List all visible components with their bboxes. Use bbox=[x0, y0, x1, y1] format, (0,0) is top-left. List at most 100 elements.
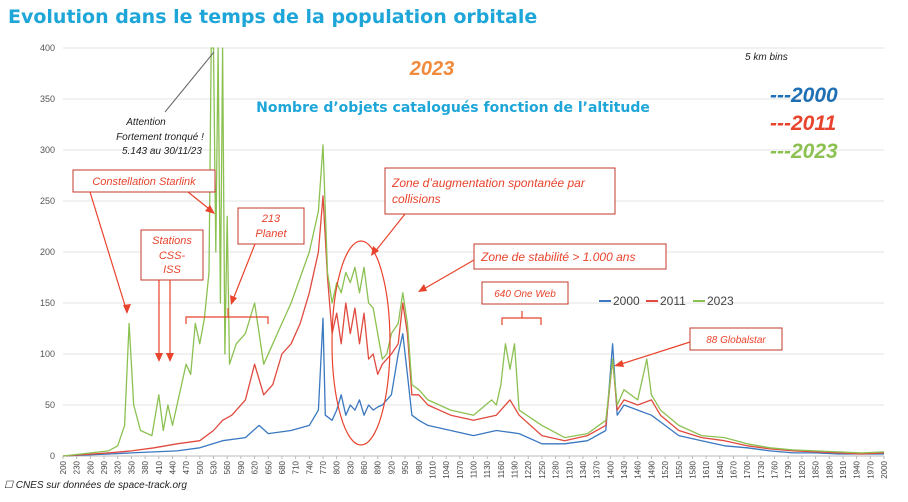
x-tick-label: 560 bbox=[223, 460, 232, 474]
stability-box bbox=[473, 243, 667, 270]
x-tick-label: 320 bbox=[114, 460, 123, 474]
x-tick-label: 1730 bbox=[757, 460, 766, 478]
attention-line-3: 5.143 au 30/11/23 bbox=[122, 146, 202, 157]
x-tick-label: 1190 bbox=[511, 460, 520, 478]
x-tick-label: 1790 bbox=[784, 460, 793, 478]
attention-arrow bbox=[164, 51, 215, 113]
attention-line-1: Attention bbox=[125, 117, 166, 128]
planet-arrow-head bbox=[230, 295, 237, 305]
y-axis: 0 50 100 150 200 250 300 350 400 bbox=[40, 43, 55, 461]
y-tick-label: 300 bbox=[40, 145, 55, 155]
globalstar-arrow-head bbox=[614, 360, 624, 367]
x-tick-label: 290 bbox=[100, 460, 109, 474]
planet-bracket bbox=[185, 308, 269, 324]
x-tick-label: 1280 bbox=[552, 460, 561, 478]
collision-arrow bbox=[373, 213, 406, 254]
planet-line-2: Planet bbox=[255, 228, 287, 240]
altitude-chart: 0 50 100 150 200 250 300 350 400 200 230 260 290 320… bbox=[40, 43, 889, 479]
y-tick-label: 50 bbox=[45, 400, 55, 410]
x-tick-label: 1850 bbox=[812, 460, 821, 478]
big-legend-2023: ---2023 bbox=[770, 140, 838, 163]
stations-line-2: CSS- bbox=[159, 250, 186, 262]
oneweb-bracket bbox=[501, 311, 542, 325]
x-tick-label: 440 bbox=[168, 460, 177, 474]
series-line-2011 bbox=[62, 195, 885, 457]
big-legend-2011: ---2011 bbox=[770, 112, 836, 135]
x-tick-label: 470 bbox=[182, 460, 191, 474]
y-tick-label: 200 bbox=[40, 247, 55, 257]
x-tick-label: 380 bbox=[141, 460, 150, 474]
starlink-box bbox=[72, 169, 216, 193]
globalstar-arrow bbox=[617, 341, 691, 366]
x-tick-label: 710 bbox=[292, 460, 301, 474]
x-tick-label: 1940 bbox=[853, 460, 862, 478]
x-tick-label: 650 bbox=[264, 460, 273, 474]
stations-line-3: ISS bbox=[163, 264, 181, 276]
series-lines bbox=[62, 47, 885, 457]
arrow-heads bbox=[123, 205, 624, 367]
x-tick-label: 1820 bbox=[798, 460, 807, 478]
annotation-arrows bbox=[89, 191, 691, 446]
stations-box bbox=[140, 229, 204, 281]
collision-box bbox=[384, 167, 616, 215]
x-tick-label: 1250 bbox=[538, 460, 547, 478]
x-tick-label: 920 bbox=[387, 460, 396, 474]
legend-label-2011: 2011 bbox=[660, 294, 686, 308]
x-tick-label: 260 bbox=[86, 460, 95, 474]
x-tick-label: 1310 bbox=[565, 460, 574, 478]
x-tick-label: 590 bbox=[237, 460, 246, 474]
x-tick-label: 1040 bbox=[442, 460, 451, 478]
oneweb-label: 640 One Web bbox=[494, 289, 556, 300]
x-tick-label: 1880 bbox=[825, 460, 834, 478]
slide-title: Evolution dans le temps de la population… bbox=[8, 6, 538, 28]
x-tick-label: 1580 bbox=[688, 460, 697, 478]
planet-line-1: 213 bbox=[261, 213, 281, 225]
x-tick-label: 1160 bbox=[497, 460, 506, 478]
x-tick-label: 1490 bbox=[647, 460, 656, 478]
collision-line-2: collisions bbox=[392, 192, 441, 206]
legend-label-2023: 2023 bbox=[707, 294, 734, 308]
y-tick-label: 250 bbox=[40, 196, 55, 206]
x-tick-label: 1100 bbox=[470, 460, 479, 478]
x-tick-label: 500 bbox=[196, 460, 205, 474]
x-tick-label: 1460 bbox=[634, 460, 643, 478]
x-tick-label: 1370 bbox=[593, 460, 602, 478]
x-tick-label: 890 bbox=[374, 460, 383, 474]
series-line-2000 bbox=[62, 317, 884, 457]
x-axis: 200 230 260 290 320 350 380 410 440 470 500 530 560 5… bbox=[59, 455, 889, 479]
attention-note: Attention Fortement tronqué ! 5.143 au 3… bbox=[116, 117, 204, 157]
x-tick-label: 680 bbox=[278, 460, 287, 474]
x-tick-label: 1070 bbox=[456, 460, 465, 478]
x-tick-label: 830 bbox=[346, 460, 355, 474]
x-tick-label: 410 bbox=[155, 460, 164, 474]
stations-arrow-2-head bbox=[166, 353, 174, 362]
x-tick-label: 1700 bbox=[743, 460, 752, 478]
x-tick-label: 1910 bbox=[839, 460, 848, 478]
x-tick-label: 950 bbox=[401, 460, 410, 474]
stations-line-1: Stations bbox=[152, 235, 192, 247]
big-legend-2000: ---2000 bbox=[770, 84, 838, 107]
attention-line-2: Fortement tronqué ! bbox=[116, 132, 204, 143]
starlink-arrow-2-head bbox=[205, 205, 215, 214]
x-tick-label: 1130 bbox=[483, 460, 492, 478]
x-tick-label: 740 bbox=[305, 460, 314, 474]
legend-label-2000: 2000 bbox=[613, 294, 640, 308]
chart-title: Nombre d’objets catalogués fonction de l… bbox=[256, 100, 650, 116]
x-tick-label: 980 bbox=[415, 460, 424, 474]
x-tick-label: 1220 bbox=[524, 460, 533, 478]
collision-ellipse bbox=[331, 240, 391, 446]
planet-arrow bbox=[231, 243, 256, 303]
starlink-arrow-1-head bbox=[123, 304, 131, 314]
y-tick-label: 0 bbox=[50, 451, 55, 461]
legend: 2000 2011 2023 bbox=[599, 294, 734, 308]
stability-arrow-head bbox=[418, 284, 427, 292]
oneweb-box bbox=[481, 281, 569, 305]
x-tick-label: 770 bbox=[319, 460, 328, 474]
x-tick-label: 1640 bbox=[716, 460, 725, 478]
planet-box bbox=[237, 207, 305, 245]
x-tick-label: 350 bbox=[127, 460, 136, 474]
y-tick-label: 350 bbox=[40, 94, 55, 104]
x-tick-label: 1760 bbox=[771, 460, 780, 478]
y-tick-label: 150 bbox=[40, 298, 55, 308]
collision-line-1: Zone d’augmentation spontanée par bbox=[391, 176, 586, 190]
